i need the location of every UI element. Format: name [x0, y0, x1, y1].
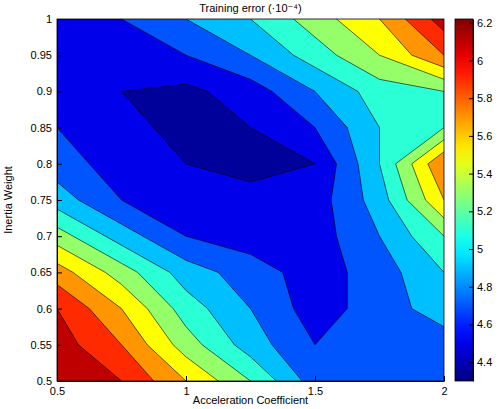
- tick: 5.2: [469, 205, 492, 217]
- tick-label: 2: [441, 385, 447, 397]
- tick-label: 1: [46, 13, 52, 25]
- tick: 0.7: [37, 230, 62, 242]
- axis-line: [473, 20, 474, 382]
- tick-label: 5.6: [477, 130, 492, 142]
- tick-label: 0.5: [37, 375, 52, 387]
- tick: 0.6: [37, 303, 62, 315]
- tick-label: 0.5: [50, 385, 65, 397]
- tick-label: 5.2: [477, 205, 492, 217]
- tick: 0.9: [37, 85, 62, 97]
- tick-label: 6.2: [477, 17, 492, 29]
- contour-band: [57, 19, 444, 381]
- tick: 0.8: [37, 158, 62, 170]
- tick-label: 0.75: [31, 194, 52, 206]
- plot-area: [57, 19, 444, 381]
- tick-mark: [57, 164, 62, 165]
- tick-mark: [444, 376, 445, 381]
- tick-label: 5.4: [477, 168, 492, 180]
- tick-mark: [469, 174, 473, 175]
- tick: 5.6: [469, 130, 492, 142]
- tick-mark: [469, 324, 473, 325]
- tick: 0.55: [31, 339, 62, 351]
- tick-mark: [469, 136, 473, 137]
- tick-mark: [57, 272, 62, 273]
- tick-label: 0.8: [37, 158, 52, 170]
- tick-mark: [469, 60, 473, 61]
- tick-mark: [57, 19, 62, 20]
- tick-label: 5.8: [477, 92, 492, 104]
- tick-mark: [469, 362, 473, 363]
- tick-label: 6: [477, 54, 483, 66]
- tick-label: 0.95: [31, 49, 52, 61]
- tick-mark: [57, 236, 62, 237]
- tick-label: 0.9: [37, 85, 52, 97]
- y-axis-title: Inertia Weight: [2, 166, 14, 234]
- tick-label: 0.7: [37, 230, 52, 242]
- colorbar-axis: 4.4 4.6 4.8 5 5.2 5.4 5.6 5.8 6 6.2: [469, 17, 492, 382]
- tick-label: 4.6: [477, 318, 492, 330]
- tick: 6: [469, 54, 483, 66]
- tick-mark: [315, 376, 316, 381]
- tick-mark: [469, 211, 473, 212]
- tick-mark: [186, 376, 187, 381]
- tick-mark: [57, 200, 62, 201]
- contour-band: [57, 19, 444, 381]
- contour-band: [57, 19, 444, 381]
- tick: 0.65: [31, 266, 62, 278]
- tick: 0.75: [31, 194, 62, 206]
- tick-mark: [57, 381, 62, 382]
- y-axis: 0.5 0.55 0.6 0.65 0.7 0.75 0.8 0.85 0.9 0.95 1: [31, 13, 62, 387]
- contour-band: [57, 19, 444, 381]
- tick-label: 4.8: [477, 281, 492, 293]
- colorbar: [455, 19, 473, 381]
- tick: 0.85: [31, 122, 62, 134]
- tick-label: 1.5: [308, 385, 323, 397]
- chart: 0.511.520.50.550.60.650.70.750.80.850.90…: [0, 0, 500, 409]
- tick-label: 4.4: [477, 356, 492, 368]
- tick-label: 5: [477, 243, 483, 255]
- tick-mark: [57, 309, 62, 310]
- tick: 5.4: [469, 168, 492, 180]
- tick-mark: [469, 98, 473, 99]
- tick-mark: [57, 91, 62, 92]
- title: Training error (·10⁻⁴): [199, 2, 301, 14]
- tick-label: 0.65: [31, 266, 52, 278]
- plot-frame: [57, 19, 444, 381]
- contour-band: [57, 19, 444, 381]
- contour-band: [57, 19, 444, 381]
- tick-mark: [469, 23, 473, 24]
- tick-label: 0.55: [31, 339, 52, 351]
- tick: 5.8: [469, 92, 492, 104]
- tick-mark: [469, 287, 473, 288]
- tick: 2: [441, 376, 447, 397]
- contour-band: [57, 19, 444, 381]
- x-axis-title: Acceleration Coefficient: [193, 394, 308, 406]
- tick-mark: [57, 128, 62, 129]
- tick-mark: [57, 55, 62, 56]
- tick: 4.8: [469, 281, 492, 293]
- contour-band: [57, 19, 444, 381]
- tick: 1: [46, 13, 62, 25]
- tick: 5: [469, 243, 483, 255]
- tick-mark: [57, 345, 62, 346]
- tick: 4.4: [469, 356, 492, 368]
- tick-label: 1: [183, 385, 189, 397]
- tick-label: 0.6: [37, 303, 52, 315]
- axis-line: [58, 381, 445, 382]
- tick: 0.5: [37, 375, 62, 387]
- tick: 1.5: [308, 376, 323, 397]
- tick: 6.2: [469, 17, 492, 29]
- tick: 0.95: [31, 49, 62, 61]
- tick: 1: [183, 376, 189, 397]
- contour-band: [57, 19, 444, 381]
- contour-band: [57, 19, 444, 381]
- tick: 4.6: [469, 318, 492, 330]
- tick-label: 0.85: [31, 122, 52, 134]
- tick-mark: [469, 249, 473, 250]
